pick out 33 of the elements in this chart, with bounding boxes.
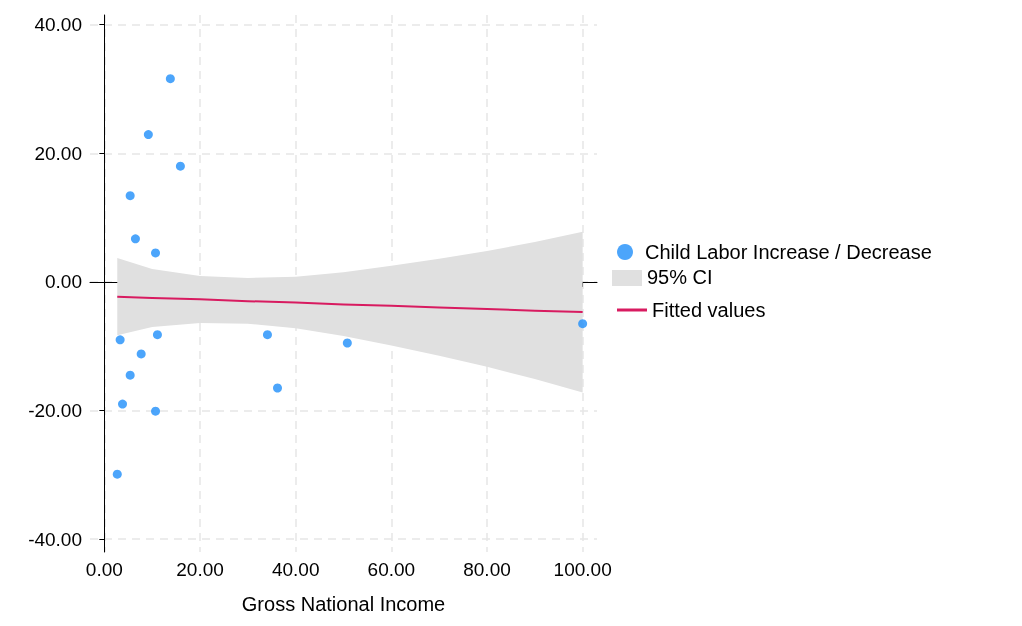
point [125, 370, 135, 380]
point [112, 469, 122, 479]
point [165, 74, 175, 84]
y-tick-label: -20.00 [28, 400, 82, 422]
point [143, 130, 153, 140]
x-tick-label: 20.00 [176, 559, 224, 580]
x-tick-label: 100.00 [553, 559, 612, 580]
x-tick-label: 60.00 [367, 559, 416, 580]
point [175, 161, 185, 171]
y-tick-label: -40.00 [28, 528, 82, 550]
point [262, 330, 272, 340]
point [130, 234, 140, 244]
point [273, 383, 282, 393]
point [342, 338, 352, 348]
point [136, 349, 146, 359]
point [115, 335, 125, 345]
point [151, 248, 161, 258]
point [118, 399, 128, 409]
point [578, 319, 588, 329]
point [151, 406, 161, 416]
legend-label: Child Labor Increase / Decrease [645, 241, 932, 263]
x-tick-label: 0.00 [85, 559, 123, 580]
point [125, 191, 135, 201]
y-tick-label: 40.00 [34, 14, 82, 36]
y-tick-label: 0.00 [45, 271, 82, 293]
line-series [116, 295, 584, 314]
x-axis-title: Gross National Income [241, 593, 446, 615]
x-tick-label: 80.00 [463, 559, 511, 580]
legend-label: Fitted values [652, 299, 766, 321]
text: 95% CI [647, 266, 713, 289]
y-tick-label: 20.00 [34, 142, 82, 164]
x-tick-label: 40.00 [271, 559, 320, 580]
point [152, 330, 162, 340]
